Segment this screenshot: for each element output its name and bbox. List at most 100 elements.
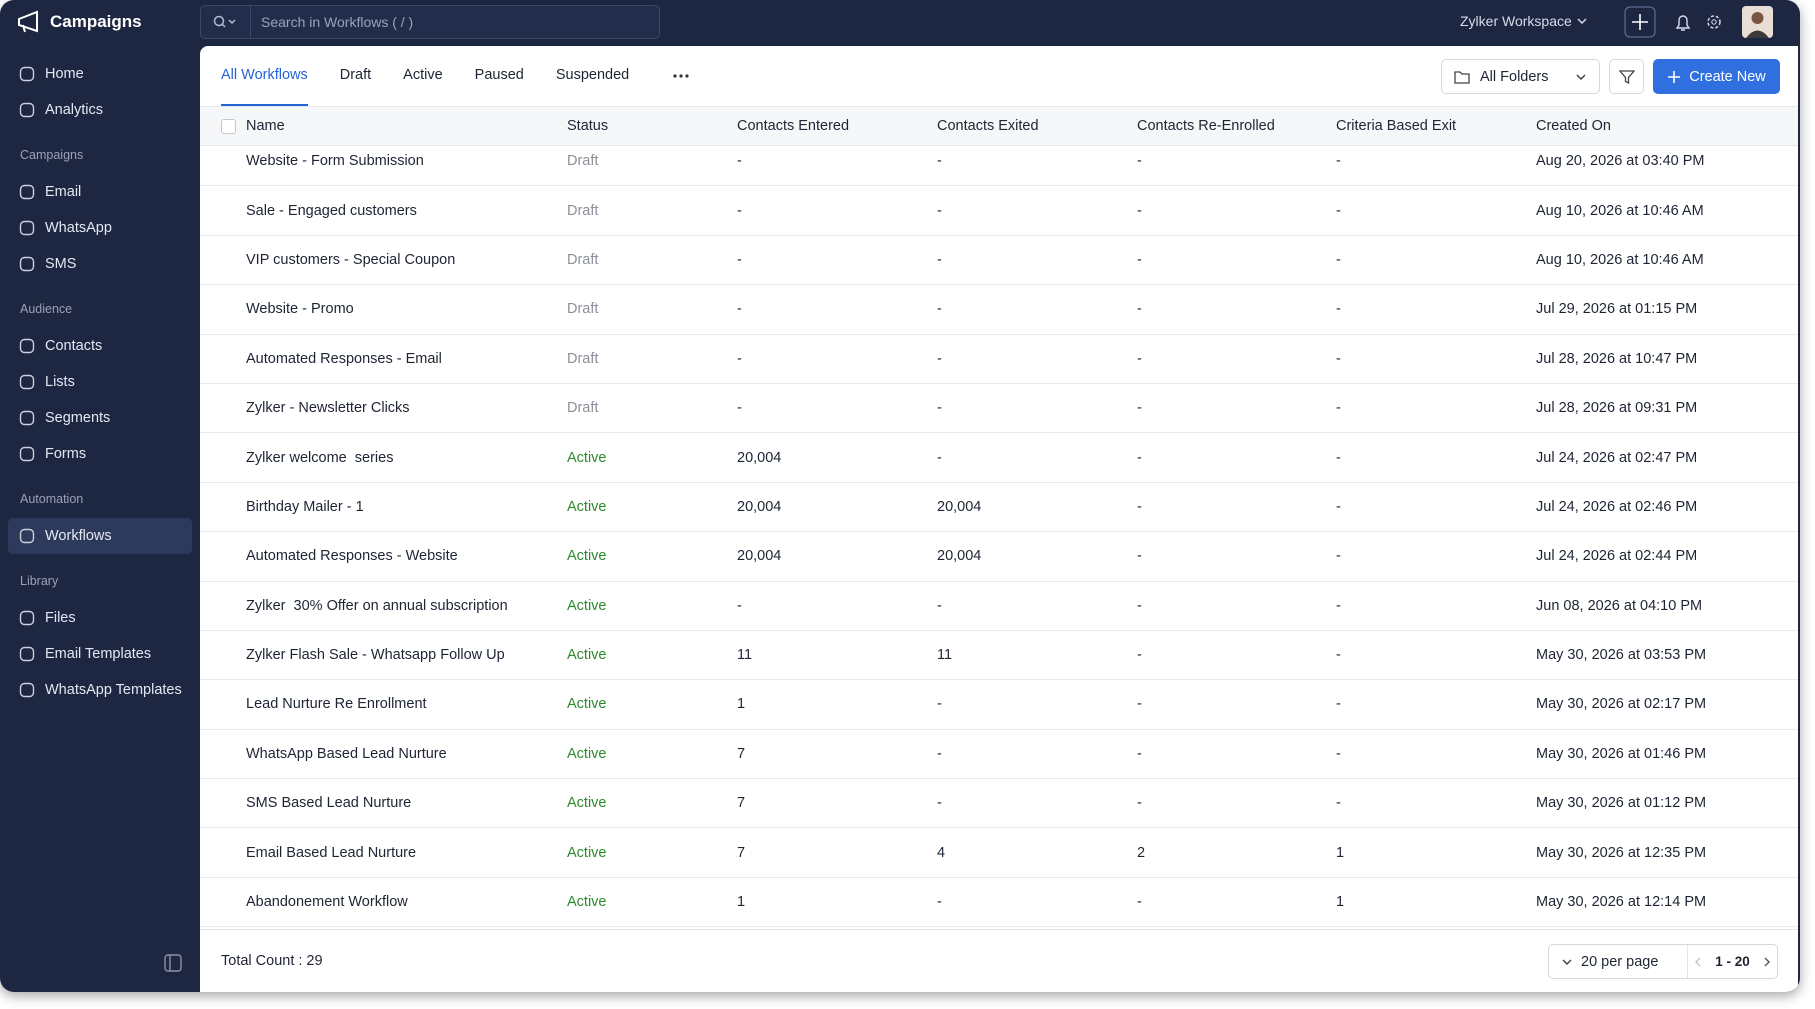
tab[interactable]: All Workflows — [221, 46, 308, 106]
brand-name: Campaigns — [50, 12, 142, 31]
cell-value: - — [1137, 400, 1142, 417]
cell-value: Jul 28, 2026 at 10:47 PM — [1536, 350, 1698, 367]
workflow-status: Active — [567, 548, 607, 565]
create-new-button[interactable]: Create New — [1653, 59, 1780, 94]
cell-value: 20,004 — [737, 498, 782, 515]
cell-value: Jul 24, 2026 at 02:46 PM — [1536, 498, 1698, 515]
workflow-status: Draft — [567, 301, 599, 318]
cell-value: - — [1137, 350, 1142, 367]
more-tabs[interactable] — [672, 72, 692, 80]
cell-value: 11 — [737, 647, 753, 664]
nav-label: Lists — [45, 374, 75, 390]
cell-value: Jun 08, 2026 at 04:10 PM — [1536, 597, 1703, 614]
cell-value: 7 — [737, 795, 746, 812]
table-row[interactable]: Zylker welcome series Active 20,004 - - - Jul … — [200, 433, 1798, 483]
nav-item[interactable]: Segments — [8, 400, 192, 436]
table-row[interactable]: Email Based Lead Nurture Active 7 4 2 1 May 30… — [200, 828, 1798, 878]
tab[interactable]: Draft — [339, 67, 372, 83]
pagination: 20 per page 1 - 20 — [1548, 944, 1778, 979]
workflow-name: Zylker welcome series — [246, 449, 394, 466]
table-row[interactable]: Lead Nurture Re Enrollment Active 1 - - - May … — [200, 680, 1798, 730]
table-row[interactable]: Automated Responses - Website Active 20,00… — [200, 532, 1798, 582]
cell-value: - — [1137, 251, 1142, 268]
nav-section-heading: Audience — [20, 302, 73, 316]
cell-value: 1 — [737, 894, 746, 911]
total-count: Total Count : 29 — [221, 953, 323, 969]
cell-value: - — [937, 301, 942, 318]
select-all-checkbox[interactable] — [221, 119, 236, 134]
column-header: Criteria Based Exit — [1336, 118, 1457, 134]
cell-value: - — [937, 745, 942, 762]
workflow-status: Active — [567, 844, 607, 861]
workflow-name: SMS Based Lead Nurture — [246, 795, 412, 812]
cell-value: Jul 29, 2026 at 01:15 PM — [1536, 301, 1698, 318]
table-row[interactable]: Birthday Mailer - 1 Active 20,004 20,004 - - J… — [200, 483, 1798, 533]
search-box[interactable]: Search in Workflows ( / ) — [200, 5, 660, 39]
prev-page[interactable] — [1694, 956, 1702, 968]
workspace-switcher[interactable]: Zylker Workspace — [1460, 13, 1588, 29]
nav-item[interactable]: Email — [8, 174, 192, 210]
nav-icon — [19, 184, 35, 200]
table-row[interactable]: WhatsApp Based Lead Nurture Active 7 - - - May… — [200, 730, 1798, 780]
table-row[interactable]: Sale - Engaged customers Draft - - - - Aug 10,… — [200, 186, 1798, 236]
range-label: 1 - 20 — [1715, 954, 1750, 969]
nav-item[interactable]: Workflows — [8, 518, 192, 554]
table-row[interactable]: Website - Form Submission Draft - - - - Aug 20… — [200, 146, 1798, 187]
nav-label: Workflows — [45, 528, 112, 544]
tab[interactable]: Paused — [474, 67, 524, 83]
main-panel: All Workflows Draft Active Paused Suspended … — [200, 46, 1798, 992]
nav-item[interactable]: Home — [8, 56, 192, 92]
cell-value: - — [1336, 301, 1341, 318]
nav-item[interactable]: Email Templates — [8, 636, 192, 672]
nav-item[interactable]: WhatsApp — [8, 210, 192, 246]
cell-value: - — [937, 894, 942, 911]
nav-item[interactable]: SMS — [8, 246, 192, 282]
table-row[interactable]: VIP customers - Special Coupon Draft - - - - A… — [200, 236, 1798, 286]
filter-button[interactable] — [1609, 59, 1644, 94]
cell-value: - — [1137, 745, 1142, 762]
workflow-name: Abandonement Workflow — [246, 894, 408, 911]
cell-value: - — [1336, 449, 1341, 466]
table-row[interactable]: SMS Based Lead Nurture Active 7 - - - May 30, … — [200, 779, 1798, 829]
table-row[interactable]: Zylker Flash Sale - Whatsapp Follow Up Ac… — [200, 631, 1798, 681]
cell-value: Jul 24, 2026 at 02:44 PM — [1536, 548, 1698, 565]
nav-item[interactable]: WhatsApp Templates — [8, 672, 192, 708]
table-row[interactable]: Zylker - Newsletter Clicks Draft - - - - Jul 2… — [200, 384, 1798, 434]
cell-value: - — [1336, 498, 1341, 515]
cell-value: Aug 10, 2026 at 10:46 AM — [1536, 251, 1704, 268]
nav-icon — [19, 220, 35, 236]
cell-value: - — [1336, 795, 1341, 812]
nav-icon — [19, 338, 35, 354]
cell-value: 1 — [1336, 894, 1345, 911]
tab[interactable]: Suspended — [555, 67, 630, 83]
table-row[interactable]: Website - Promo Draft - - - - Jul 29, 2026 at … — [200, 285, 1798, 335]
nav-item[interactable]: Files — [8, 600, 192, 636]
workflow-status: Active — [567, 795, 607, 812]
add-button[interactable] — [1624, 6, 1656, 38]
nav-item[interactable]: Analytics — [8, 92, 192, 128]
nav-item[interactable]: Contacts — [8, 328, 192, 364]
nav-item[interactable]: Lists — [8, 364, 192, 400]
workflow-name: Zylker - Newsletter Clicks — [246, 400, 410, 417]
next-page[interactable] — [1763, 956, 1771, 968]
nav-section-heading: Library — [20, 574, 59, 588]
tab-bar: All Workflows Draft Active Paused Suspended — [221, 46, 629, 106]
collapse-sidebar[interactable] — [164, 954, 182, 972]
table-row[interactable]: Zylker 30% Offer on annual subscription A… — [200, 582, 1798, 631]
cell-value: - — [1137, 301, 1142, 318]
column-header: Created On — [1536, 118, 1611, 134]
bell-icon[interactable] — [1675, 15, 1691, 31]
nav-label: Files — [45, 610, 76, 626]
nav-item[interactable]: Forms — [8, 436, 192, 472]
table-row[interactable]: Automated Responses - Email Draft - - - - Jul … — [200, 335, 1798, 384]
cell-value: - — [1137, 597, 1142, 614]
folder-dropdown[interactable]: All Folders — [1441, 59, 1600, 94]
settings-icon[interactable] — [1707, 15, 1721, 29]
tab[interactable]: Active — [403, 67, 443, 83]
cell-value: - — [937, 251, 942, 268]
cell-value: - — [937, 795, 942, 812]
column-header: Contacts Entered — [737, 118, 850, 134]
cell-value: 11 — [937, 647, 953, 664]
per-page-dropdown[interactable]: 20 per page — [1549, 945, 1688, 978]
table-row[interactable]: Abandonement Workflow Active 1 - - 1 May 30, 2… — [200, 878, 1798, 928]
